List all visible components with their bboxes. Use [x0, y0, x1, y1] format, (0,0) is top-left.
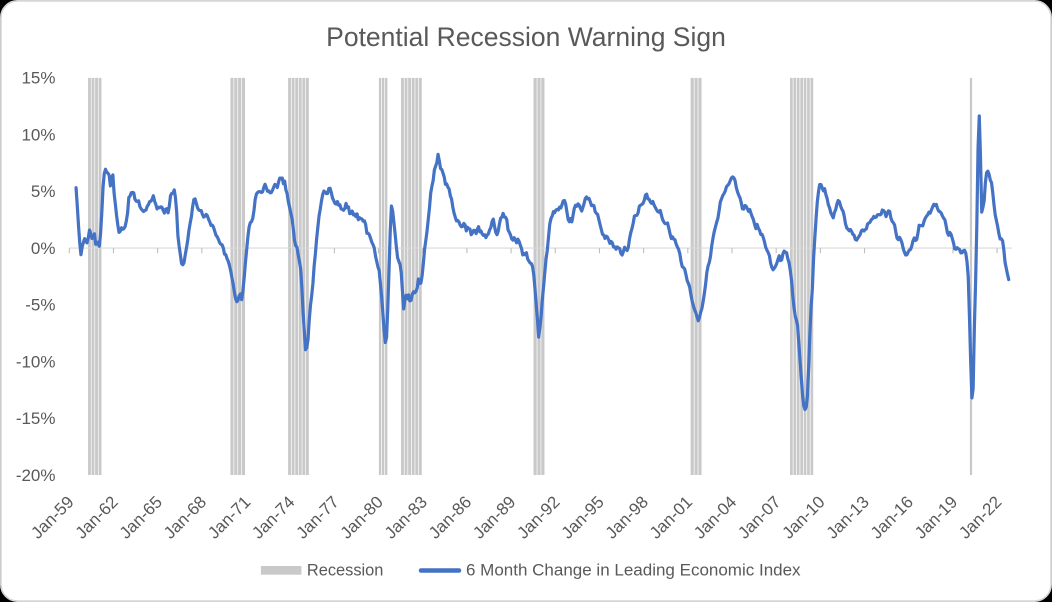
svg-text:-20%: -20%: [16, 466, 56, 485]
svg-text:Recession: Recession: [307, 562, 384, 580]
svg-text:-5%: -5%: [25, 296, 55, 315]
svg-text:0%: 0%: [31, 239, 56, 258]
svg-text:6 Month Change in Leading Econ: 6 Month Change in Leading Economic Index: [466, 561, 801, 580]
svg-text:10%: 10%: [21, 125, 55, 144]
svg-text:5%: 5%: [31, 182, 56, 201]
svg-text:Potential Recession Warning Si: Potential Recession Warning Sign: [326, 22, 726, 52]
svg-text:-10%: -10%: [16, 352, 56, 371]
svg-text:15%: 15%: [21, 69, 55, 88]
svg-text:-15%: -15%: [16, 409, 56, 428]
